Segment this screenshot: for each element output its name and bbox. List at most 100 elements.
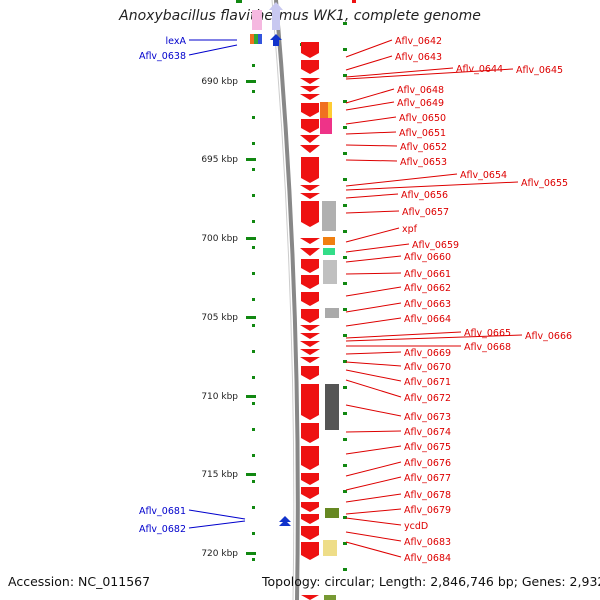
forward-gene-label: Aflv_0657 bbox=[402, 207, 449, 218]
feature-green bbox=[254, 34, 258, 44]
forward-gene-label: Aflv_0677 bbox=[404, 473, 451, 484]
forward-gene-arrow bbox=[300, 135, 320, 143]
forward-gene-leader bbox=[345, 272, 402, 275]
forward-gene-leader bbox=[345, 55, 393, 71]
forward-gene-arrow bbox=[300, 185, 320, 191]
forward-gene-arrow bbox=[301, 275, 319, 289]
reverse-gene-leader bbox=[188, 509, 246, 520]
feature-tick-dot bbox=[343, 204, 347, 207]
scale-label: 700 kbp bbox=[201, 234, 238, 244]
forward-gene-leader bbox=[345, 445, 402, 455]
scale-label: 705 kbp bbox=[201, 313, 238, 323]
forward-gene-leader bbox=[345, 334, 523, 342]
feature-box bbox=[323, 540, 337, 556]
scale-tick-dot bbox=[252, 220, 255, 223]
scale-tick-dot bbox=[252, 428, 255, 431]
forward-gene-arrow bbox=[300, 78, 320, 84]
feature-tick-dot bbox=[343, 386, 347, 389]
feature-tick-dot bbox=[343, 438, 347, 441]
scale-tick-dot bbox=[252, 64, 255, 67]
forward-gene-leader bbox=[345, 476, 402, 491]
forward-gene-label: ycdD bbox=[404, 521, 428, 532]
scale-tick-dot bbox=[252, 142, 255, 145]
feature-tick-dot bbox=[343, 256, 347, 259]
forward-gene-arrow bbox=[301, 60, 319, 74]
reverse-gene-label: Aflv_0682 bbox=[139, 524, 186, 535]
reverse-gene-arrow bbox=[269, 2, 283, 30]
topology-text: Topology: circular; Length: 2,846,746 bp… bbox=[262, 574, 600, 589]
forward-gene-label: Aflv_0642 bbox=[395, 36, 442, 47]
forward-gene-arrow bbox=[300, 333, 320, 339]
forward-gene-label: Aflv_0670 bbox=[404, 362, 451, 373]
scale-label: 715 kbp bbox=[201, 470, 238, 480]
scale-tick-dot bbox=[252, 116, 255, 119]
forward-gene-leader bbox=[345, 361, 402, 367]
feature-tick-dot bbox=[343, 412, 347, 415]
scale-tick-dot bbox=[252, 90, 255, 93]
forward-gene-label: Aflv_0675 bbox=[404, 442, 451, 453]
backbone-shadow bbox=[271, 0, 295, 600]
forward-gene-arrow bbox=[301, 103, 319, 117]
feature-box bbox=[325, 308, 339, 318]
forward-gene-leader bbox=[345, 243, 410, 253]
forward-gene-arrow bbox=[301, 542, 319, 560]
forward-gene-arrow bbox=[301, 595, 319, 600]
reverse-gene-label: Aflv_0638 bbox=[139, 51, 186, 62]
forward-gene-label: Aflv_0651 bbox=[399, 128, 446, 139]
reverse-gene-leader bbox=[188, 520, 246, 529]
forward-gene-label: Aflv_0664 bbox=[404, 314, 451, 325]
reverse-gene-label: Aflv_0681 bbox=[139, 506, 186, 517]
forward-gene-leader bbox=[345, 430, 402, 433]
forward-gene-leader bbox=[345, 404, 402, 417]
feature-orange bbox=[250, 34, 254, 44]
forward-gene-leader bbox=[345, 379, 402, 398]
forward-gene-label: Aflv_0643 bbox=[395, 52, 442, 63]
forward-gene-arrow bbox=[301, 423, 319, 443]
feature-tick-dot bbox=[343, 516, 347, 519]
forward-gene-arrow bbox=[301, 292, 319, 306]
forward-gene-arrow bbox=[300, 94, 320, 100]
forward-gene-label: Aflv_0678 bbox=[404, 490, 451, 501]
forward-gene-label: Aflv_0661 bbox=[404, 269, 451, 280]
forward-gene-label: Aflv_0672 bbox=[404, 393, 451, 404]
forward-gene-leader bbox=[345, 317, 402, 327]
forward-gene-leader bbox=[345, 369, 402, 382]
feature-box bbox=[323, 237, 335, 245]
top-feature bbox=[352, 0, 356, 3]
forward-gene-label: Aflv_0650 bbox=[399, 113, 446, 124]
forward-gene-arrow bbox=[301, 309, 319, 323]
scale-tick-dot bbox=[252, 298, 255, 301]
forward-gene-label: xpf bbox=[402, 224, 418, 235]
forward-gene-leader bbox=[345, 508, 402, 515]
feature-tick-dot bbox=[343, 74, 347, 77]
feature-tick-dot bbox=[343, 542, 347, 545]
scale-tick-dot bbox=[252, 558, 255, 561]
forward-gene-leader bbox=[345, 493, 402, 503]
scale-tick-dot bbox=[252, 272, 255, 275]
feature-tick-dot bbox=[343, 100, 347, 103]
feature-tick-dot bbox=[343, 568, 347, 571]
feature-box bbox=[325, 384, 339, 430]
feature-tick-dot bbox=[343, 48, 347, 51]
top-tick bbox=[236, 0, 242, 3]
scale-label: 690 kbp bbox=[201, 77, 238, 87]
forward-gene-arrow bbox=[301, 514, 319, 524]
forward-gene-leader bbox=[345, 68, 514, 80]
forward-gene-arrow bbox=[301, 384, 319, 420]
scale-label: 720 kbp bbox=[201, 549, 238, 559]
forward-gene-arrow bbox=[301, 487, 319, 499]
feature-tick-dot bbox=[343, 230, 347, 233]
feature-tick-dot bbox=[343, 308, 347, 311]
forward-gene-leader bbox=[345, 144, 398, 147]
feature-tick-dot bbox=[343, 334, 347, 337]
forward-gene-arrow bbox=[300, 357, 320, 363]
forward-gene-leader bbox=[345, 227, 400, 243]
forward-gene-arrow bbox=[301, 119, 319, 133]
feature-box bbox=[323, 260, 337, 284]
forward-gene-arrow bbox=[300, 341, 320, 347]
scale-major-tick bbox=[246, 473, 256, 476]
forward-gene-label: Aflv_0663 bbox=[404, 299, 451, 310]
feature-tick-dot bbox=[343, 178, 347, 181]
forward-gene-arrow bbox=[301, 201, 319, 227]
